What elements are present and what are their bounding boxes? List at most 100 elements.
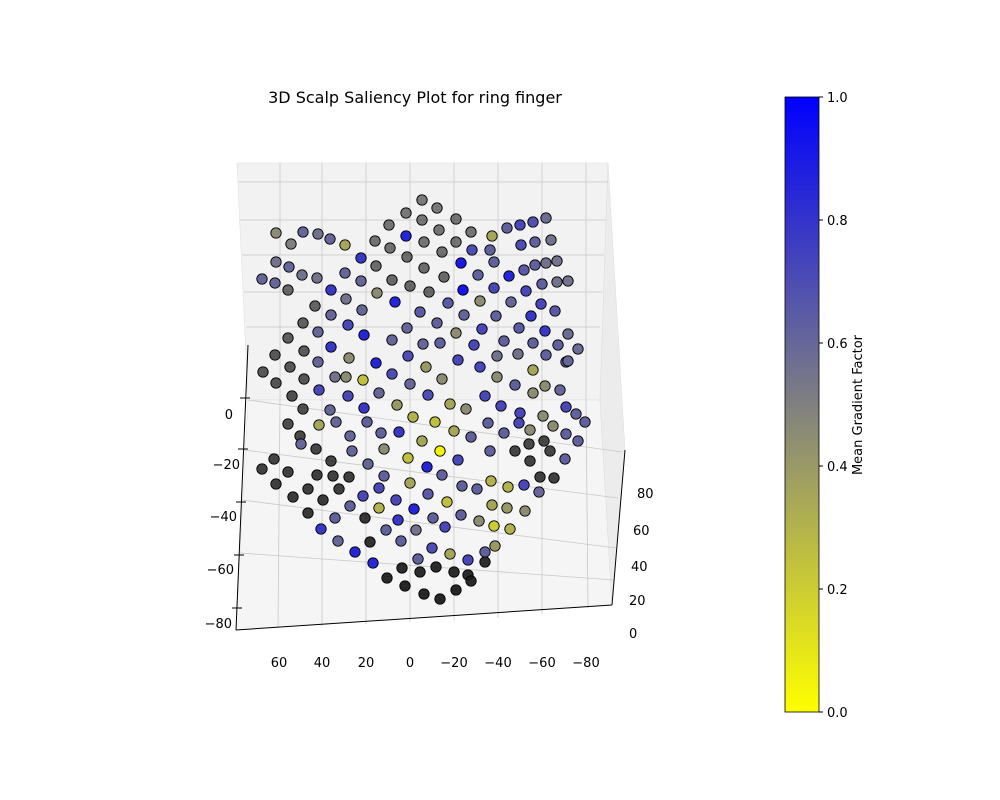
electrode-point xyxy=(452,454,464,466)
electrode-point xyxy=(283,261,295,273)
electrode-point xyxy=(282,332,294,344)
z-axis-ticks: 0 −20 −40 −60 −80 xyxy=(205,397,250,632)
electrode-point xyxy=(570,408,582,420)
x-tick-label: 20 xyxy=(358,656,375,671)
electrode-point xyxy=(311,469,323,481)
electrode-point xyxy=(527,216,539,228)
electrode-point xyxy=(381,572,393,584)
electrode-point xyxy=(342,390,354,402)
electrode-point xyxy=(537,410,549,422)
electrode-point xyxy=(298,373,310,385)
electrode-point xyxy=(358,402,370,414)
electrode-point xyxy=(441,496,453,508)
electrode-point xyxy=(422,488,434,500)
electrode-point xyxy=(439,521,451,533)
electrode-point xyxy=(514,219,526,231)
electrode-point xyxy=(536,278,548,290)
electrode-point xyxy=(519,505,531,517)
colorbar: 0.0 0.2 0.4 0.6 0.8 1.0 Mean Gradient Fa… xyxy=(784,91,866,721)
electrode-point xyxy=(498,335,510,347)
electrode-point xyxy=(367,557,379,569)
electrode-point xyxy=(371,287,383,299)
electrode-point xyxy=(312,356,324,368)
electrode-point xyxy=(257,366,269,378)
electrode-point xyxy=(450,213,462,225)
electrode-point xyxy=(572,435,584,447)
electrode-point xyxy=(466,244,478,256)
colorbar-tick-label: 0.6 xyxy=(827,337,848,352)
electrode-point xyxy=(410,524,422,536)
electrode-point xyxy=(399,580,411,592)
electrode-point xyxy=(540,257,552,269)
electrode-point xyxy=(498,427,510,439)
y-axis-line xyxy=(611,449,626,606)
z-axis-line xyxy=(235,344,249,631)
electrode-point xyxy=(433,224,445,236)
y-tick-label: 80 xyxy=(637,487,654,502)
electrode-point xyxy=(502,481,514,493)
y-tick-label: 20 xyxy=(629,594,646,609)
electrode-point xyxy=(268,453,280,465)
electrode-point xyxy=(298,345,310,357)
electrode-point xyxy=(286,390,298,402)
electrode-point xyxy=(572,343,584,355)
electrode-point xyxy=(455,257,467,269)
colorbar-gradient xyxy=(784,96,820,713)
electrode-point xyxy=(473,515,485,527)
electrode-point xyxy=(412,553,424,565)
electrode-point xyxy=(535,298,547,310)
electrode-point xyxy=(513,322,525,334)
electrode-point xyxy=(544,445,556,457)
electrode-point xyxy=(270,256,282,268)
electrode-point xyxy=(270,227,282,239)
x-tick-label: −40 xyxy=(484,656,511,671)
electrode-point xyxy=(417,338,429,350)
electrode-point xyxy=(324,233,336,245)
electrode-point xyxy=(270,377,282,389)
electrode-point xyxy=(562,355,574,367)
electrode-point xyxy=(489,540,501,552)
electrode-point xyxy=(539,325,551,337)
electrode-point xyxy=(404,378,416,390)
electrode-point xyxy=(450,236,462,248)
x-tick-label: −20 xyxy=(440,656,467,671)
colorbar-tick-label: 0.0 xyxy=(827,706,848,721)
x-tick-label: 60 xyxy=(271,656,288,671)
electrode-point xyxy=(282,466,294,478)
colorbar-tick-label: 0.4 xyxy=(827,460,848,475)
electrode-point xyxy=(282,284,294,296)
electrode-point xyxy=(488,520,500,532)
electrode-point xyxy=(416,435,428,447)
electrode-point xyxy=(551,276,563,288)
electrode-point xyxy=(562,275,574,287)
electrode-point xyxy=(434,337,446,349)
electrode-point xyxy=(460,403,472,415)
electrode-point xyxy=(548,472,560,484)
electrode-point xyxy=(282,418,294,430)
electrode-point xyxy=(457,284,469,296)
z-tick-label: −20 xyxy=(213,458,240,473)
electrode-point xyxy=(579,416,591,428)
electrode-point xyxy=(402,350,414,362)
electrode-point xyxy=(527,364,539,376)
electrode-point xyxy=(549,305,561,317)
electrode-point xyxy=(384,242,396,254)
electrode-point xyxy=(479,556,491,568)
electrode-point xyxy=(486,230,498,242)
electrode-point xyxy=(436,373,448,385)
electrode-point xyxy=(340,293,352,305)
electrode-point xyxy=(312,228,324,240)
electrode-point xyxy=(527,387,539,399)
electrode-point xyxy=(485,475,497,487)
electrode-point xyxy=(302,483,314,495)
electrode-point xyxy=(515,239,527,251)
electrode-point xyxy=(256,463,268,475)
electrode-point xyxy=(370,357,382,369)
electrode-point xyxy=(344,430,356,442)
electrode-point xyxy=(430,561,442,573)
electrode-point xyxy=(369,235,381,247)
electrode-point xyxy=(509,379,521,391)
electrode-point xyxy=(414,566,426,578)
electrode-point xyxy=(309,300,321,312)
electrode-point xyxy=(310,443,322,455)
